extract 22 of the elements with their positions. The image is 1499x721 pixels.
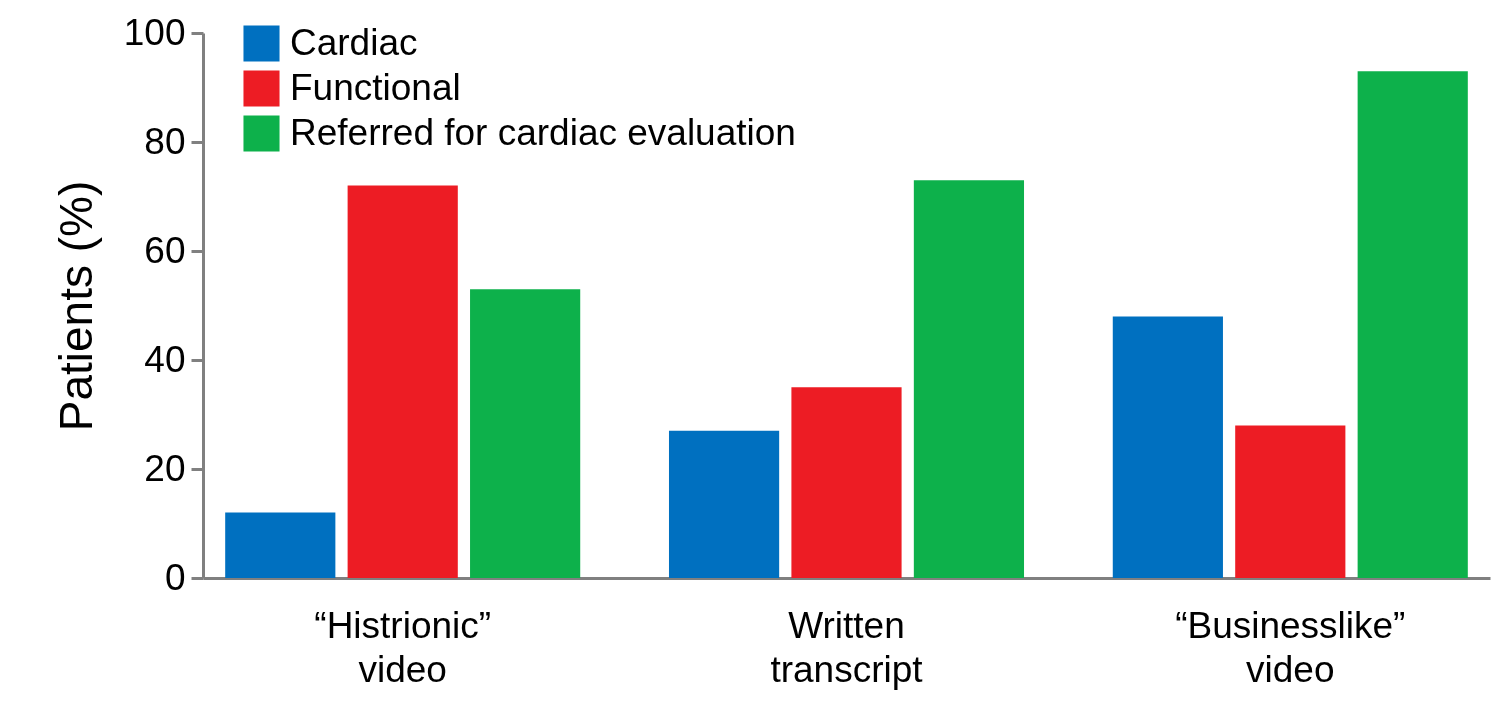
bar [1357,71,1468,578]
y-tick-label: 40 [144,338,186,380]
legend-label: Functional [290,66,461,108]
bar [1235,425,1346,578]
y-tick-label: 60 [144,229,186,271]
y-tick-label: 100 [123,11,186,53]
bar [225,512,336,578]
x-tick-label: “Businesslike” video [1175,604,1406,690]
y-tick-label: 80 [144,120,186,162]
y-tick-label: 0 [164,556,186,598]
bar [791,387,902,578]
x-tick-label: “Histrionic” video [314,604,492,690]
x-tick-label: Written transcript [770,604,924,690]
legend-label: Cardiac [290,21,418,63]
bar [913,180,1025,578]
y-tick-label: 20 [144,447,186,489]
legend-label: Referred for cardiac evaluation [290,111,796,153]
bar [347,185,458,578]
bar [668,430,780,578]
y-axis-title: Patients (%) [49,180,102,432]
bar [1112,316,1223,578]
bar [470,289,581,578]
